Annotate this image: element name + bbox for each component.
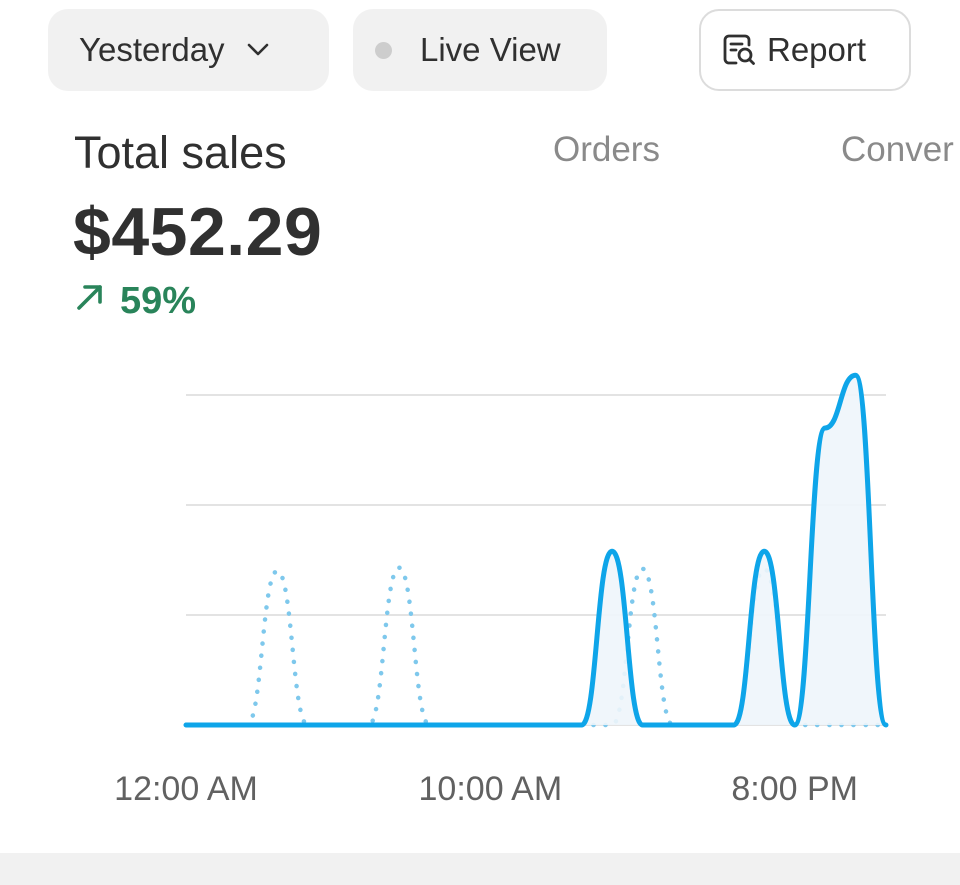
report-label: Report bbox=[767, 31, 867, 68]
sales-chart: 12:00 AM 10:00 AM 8:00 PM bbox=[114, 372, 889, 808]
footer-bar bbox=[0, 853, 960, 885]
date-range-label: Yesterday bbox=[79, 31, 225, 68]
report-button[interactable]: Report bbox=[699, 9, 911, 91]
x-tick-label: 12:00 AM bbox=[114, 770, 258, 808]
live-dot-icon bbox=[375, 41, 392, 59]
sales-series-line bbox=[183, 372, 889, 728]
chevron-down-icon bbox=[247, 43, 269, 57]
tab-orders[interactable]: Orders bbox=[553, 130, 660, 169]
comparison-series-line bbox=[183, 565, 889, 728]
arrow-up-right-icon bbox=[74, 280, 120, 323]
sales-area-fill bbox=[186, 375, 886, 725]
metric-value: $452.29 bbox=[73, 194, 323, 270]
live-view-label: Live View bbox=[420, 31, 561, 68]
metric-title: Total sales bbox=[74, 127, 287, 178]
x-tick-label: 8:00 PM bbox=[731, 770, 858, 808]
x-tick-label: 10:00 AM bbox=[419, 770, 563, 808]
tab-conversion[interactable]: Conver bbox=[841, 130, 954, 169]
live-view-button[interactable]: Live View bbox=[353, 9, 607, 91]
report-search-icon bbox=[721, 32, 757, 68]
metric-change-value: 59% bbox=[120, 280, 197, 322]
date-range-button[interactable]: Yesterday bbox=[48, 9, 329, 91]
metric-change: 59% bbox=[74, 280, 196, 323]
chart-x-axis: 12:00 AM 10:00 AM 8:00 PM bbox=[114, 770, 858, 808]
chart-series bbox=[183, 372, 889, 728]
